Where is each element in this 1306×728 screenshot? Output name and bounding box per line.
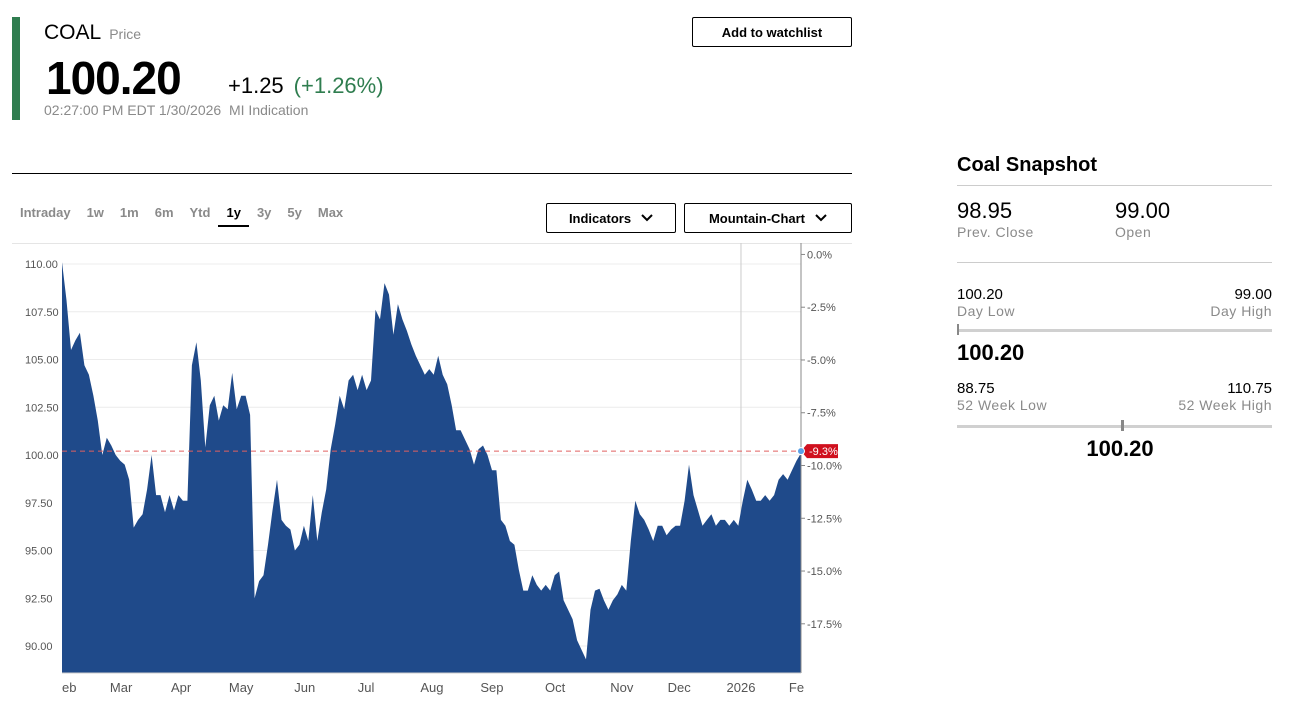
week52-low-label: 52 Week Low xyxy=(957,397,1048,413)
pct-tick-label: -17.5% xyxy=(807,619,842,631)
pct-tick-label: -12.5% xyxy=(807,513,842,525)
y-tick-label: 110.00 xyxy=(25,259,58,271)
range-tab-1w[interactable]: 1w xyxy=(86,205,104,220)
chevron-down-icon xyxy=(815,214,827,222)
x-tick-label: Jul xyxy=(358,680,375,695)
quote-header: COAL Price 100.20 +1.25 (+1.26%) 02:27:00 … xyxy=(12,17,384,120)
week52-high-label: 52 Week High xyxy=(1178,397,1272,413)
snapshot-panel: Coal Snapshot 98.95 Prev. Close 99.00 Open… xyxy=(957,150,1272,462)
range-tabs: Intraday 1w 1m 6m Ytd 1y 3y 5y Max xyxy=(12,200,351,227)
prev-open-row: 98.95 Prev. Close 99.00 Open xyxy=(957,186,1272,263)
change-percent: (+1.26%) xyxy=(293,73,384,98)
divider xyxy=(12,173,852,174)
pct-tick-label: -7.5% xyxy=(807,408,836,420)
x-tick-label: Nov xyxy=(610,680,634,695)
week52-range-marker xyxy=(1120,420,1124,431)
x-tick-label: Oct xyxy=(545,680,566,695)
x-tick-label: Apr xyxy=(171,680,192,695)
add-to-watchlist-button[interactable]: Add to watchlist xyxy=(692,17,852,47)
y-tick-label: 102.50 xyxy=(25,402,59,414)
time-text: 02:27:00 PM EDT 1/30/2026 xyxy=(44,102,222,118)
week52-low-value: 88.75 xyxy=(957,380,995,397)
week52-high-value: 110.75 xyxy=(1227,380,1272,397)
pct-tick-label: -10.0% xyxy=(807,461,842,473)
snapshot-title: Coal Snapshot xyxy=(957,150,1272,186)
pct-tick-label: -15.0% xyxy=(807,566,842,578)
open-label: Open xyxy=(1115,224,1152,240)
y-tick-label: 90.00 xyxy=(25,641,53,653)
price-chart[interactable]: 110.00 107.50 105.00 102.50 100.00 97.50 95.00… xyxy=(12,243,852,703)
day-current-value: 100.20 xyxy=(957,340,1025,365)
price-label: Price xyxy=(109,26,142,42)
week52-current-value: 100.20 xyxy=(1086,436,1154,461)
day-high-label: Day High xyxy=(1210,303,1272,319)
prev-close-value: 98.95 xyxy=(957,198,1013,223)
range-tab-6m[interactable]: 6m xyxy=(154,205,174,220)
chart-type-label: Mountain-Chart xyxy=(708,210,806,226)
price-change: +1.25 (+1.26%) xyxy=(228,73,384,99)
day-range-marker xyxy=(957,324,959,335)
symbol-text: COAL xyxy=(44,21,102,44)
range-tab-intraday[interactable]: Intraday xyxy=(20,205,71,220)
x-tick-label: Sep xyxy=(480,680,503,695)
y-tick-label: 97.50 xyxy=(25,498,53,510)
x-tick-label: Mar xyxy=(110,680,133,695)
range-tab-3y[interactable]: 3y xyxy=(256,205,272,220)
pct-tick-label: -5.0% xyxy=(807,355,836,367)
x-tick-label: May xyxy=(229,680,254,695)
open-value: 99.00 xyxy=(1115,198,1171,223)
range-tab-ytd[interactable]: Ytd xyxy=(189,205,211,220)
x-tick-label: eb xyxy=(62,680,76,695)
range-tab-1y[interactable]: 1y xyxy=(218,200,249,227)
change-badge xyxy=(801,444,838,459)
y-tick-label: 95.00 xyxy=(25,546,53,558)
day-range: 100.20 Day Low 99.00 Day High xyxy=(957,286,1272,319)
range-tab-max[interactable]: Max xyxy=(317,205,344,220)
last-price: 100.20 xyxy=(46,52,182,104)
day-low-label: Day Low xyxy=(957,303,1015,319)
last-point-marker xyxy=(797,447,805,456)
day-high-value: 99.00 xyxy=(1234,286,1272,303)
chevron-down-icon xyxy=(641,214,653,222)
week52-range: 88.75 52 Week Low 110.75 52 Week High xyxy=(957,380,1272,413)
day-range-bar xyxy=(957,324,1272,335)
week52-range-bar xyxy=(957,420,1272,431)
chart-type-dropdown[interactable]: Mountain-Chart xyxy=(684,203,852,233)
range-tab-5y[interactable]: 5y xyxy=(287,205,302,220)
change-badge-label: -9.3% xyxy=(809,446,838,458)
timestamp: 02:27:00 PM EDT 1/30/2026 MI Indication xyxy=(44,102,308,118)
range-tab-1m[interactable]: 1m xyxy=(119,205,139,220)
x-tick-label: Dec xyxy=(668,680,692,695)
y-tick-label: 105.00 xyxy=(25,355,59,367)
indicators-label: Indicators xyxy=(568,210,632,226)
source-text: MI Indication xyxy=(228,102,309,118)
x-tick-label: Aug xyxy=(420,680,443,695)
indicators-dropdown[interactable]: Indicators xyxy=(546,203,676,233)
price-area xyxy=(62,262,801,673)
change-value: +1.25 xyxy=(228,73,284,98)
prev-close-label: Prev. Close xyxy=(957,224,1034,240)
x-tick-label: Jun xyxy=(294,680,315,695)
y-tick-label: 92.50 xyxy=(25,593,53,605)
pct-tick-label: 0.0% xyxy=(807,249,832,261)
symbol: COAL Price xyxy=(44,21,141,45)
x-tick-label: 2026 xyxy=(727,680,756,695)
y-tick-label: 107.50 xyxy=(25,307,59,319)
y-tick-label: 100.00 xyxy=(25,450,59,462)
pct-tick-label: -2.5% xyxy=(807,302,836,314)
day-low-value: 100.20 xyxy=(957,286,1003,303)
x-tick-label: Fe xyxy=(789,680,804,695)
